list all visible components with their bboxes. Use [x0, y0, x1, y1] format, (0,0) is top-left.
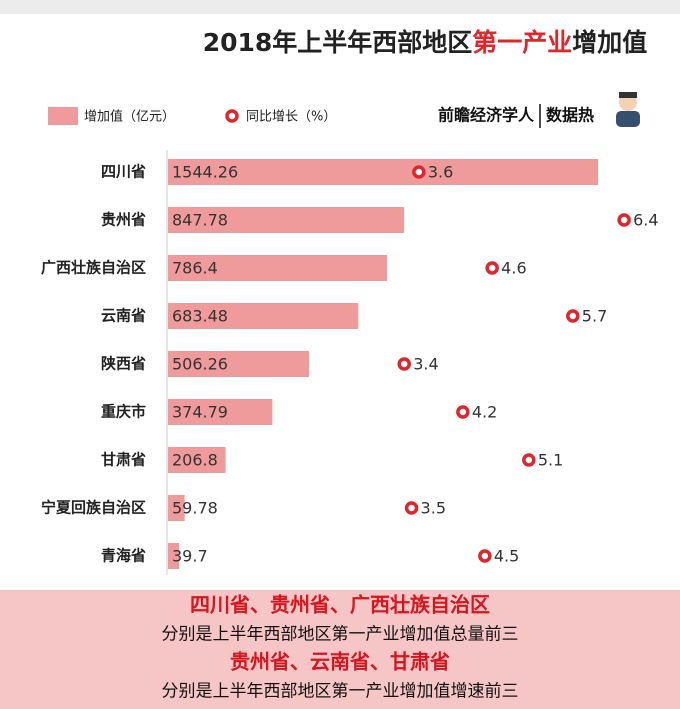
growth-label: 3.6: [428, 163, 453, 182]
bar: [168, 399, 273, 425]
bar: [168, 207, 405, 233]
bar: [168, 447, 226, 473]
annotation: 分别是上半年西部地区第一产业增加值增速前三: [162, 682, 519, 702]
bar-value-label: 59.78: [172, 499, 218, 518]
growth-marker: [404, 501, 419, 515]
category-label: 贵州省: [101, 211, 146, 229]
growth-marker: [522, 453, 536, 467]
bar: [168, 255, 387, 281]
annotation: 分别是上半年西部地区第一产业增加值总量前三: [162, 625, 519, 645]
growth-marker: [478, 549, 492, 563]
source: 前瞻经济学人: [438, 106, 535, 125]
growth-marker: [456, 405, 470, 419]
growth-marker: [397, 357, 411, 371]
growth-marker: [566, 309, 580, 323]
growth-label: 4.2: [472, 403, 497, 422]
bar-value-label: 1544.26: [172, 163, 238, 182]
legend-marker: [225, 109, 239, 123]
category-label: 青海省: [101, 547, 146, 565]
title-part: 2018年上半年西部地区: [203, 28, 473, 57]
bar-value-label: 847.78: [172, 211, 228, 230]
growth-marker: [485, 261, 499, 275]
bar: [168, 159, 598, 185]
growth-label: 4.5: [494, 547, 519, 566]
growth-label: 3.4: [413, 355, 438, 374]
legend-label: 同比增长（%）: [246, 110, 336, 125]
bar-value-label: 374.79: [172, 403, 228, 422]
title-part: 第一产业: [472, 28, 572, 57]
legend-swatch: [48, 107, 78, 125]
title-part: 增加值: [572, 28, 647, 57]
category-label: 陕西省: [101, 355, 146, 373]
bar-value-label: 683.48: [172, 307, 228, 326]
category-label: 四川省: [101, 163, 146, 181]
avatar-icon: [616, 92, 640, 127]
legend-label: 增加值（亿元）: [84, 109, 175, 125]
growth-marker: [412, 165, 426, 179]
bar: [168, 351, 309, 377]
growth-label: 3.5: [421, 499, 446, 518]
chart-title: 2018年上半年西部地区第一产业增加值: [203, 28, 648, 57]
category-label: 宁夏回族自治区: [41, 499, 146, 517]
bar: [168, 303, 359, 329]
annotation: 四川省、贵州省、广西壮族自治区: [190, 593, 490, 617]
bar: [168, 495, 185, 521]
annotation: 贵州省、云南省、甘肃省: [230, 650, 450, 674]
bar-value-label: 39.7: [172, 547, 208, 566]
category-label: 重庆市: [101, 403, 146, 421]
growth-marker: [617, 213, 631, 227]
bar-value-label: 206.8: [172, 451, 218, 470]
footer-band: [0, 590, 680, 709]
top-band: [0, 0, 680, 14]
bar: [168, 543, 180, 569]
growth-label: 5.1: [538, 451, 563, 470]
source: 数据热: [546, 106, 594, 125]
category-label: 云南省: [101, 307, 146, 325]
category-label: 广西壮族自治区: [41, 259, 146, 277]
growth-label: 6.4: [633, 211, 658, 230]
bar-value-label: 506.26: [172, 355, 228, 374]
bar-value-label: 786.4: [172, 259, 218, 278]
category-label: 甘肃省: [101, 451, 146, 469]
growth-label: 4.6: [501, 259, 526, 278]
growth-label: 5.7: [582, 307, 607, 326]
